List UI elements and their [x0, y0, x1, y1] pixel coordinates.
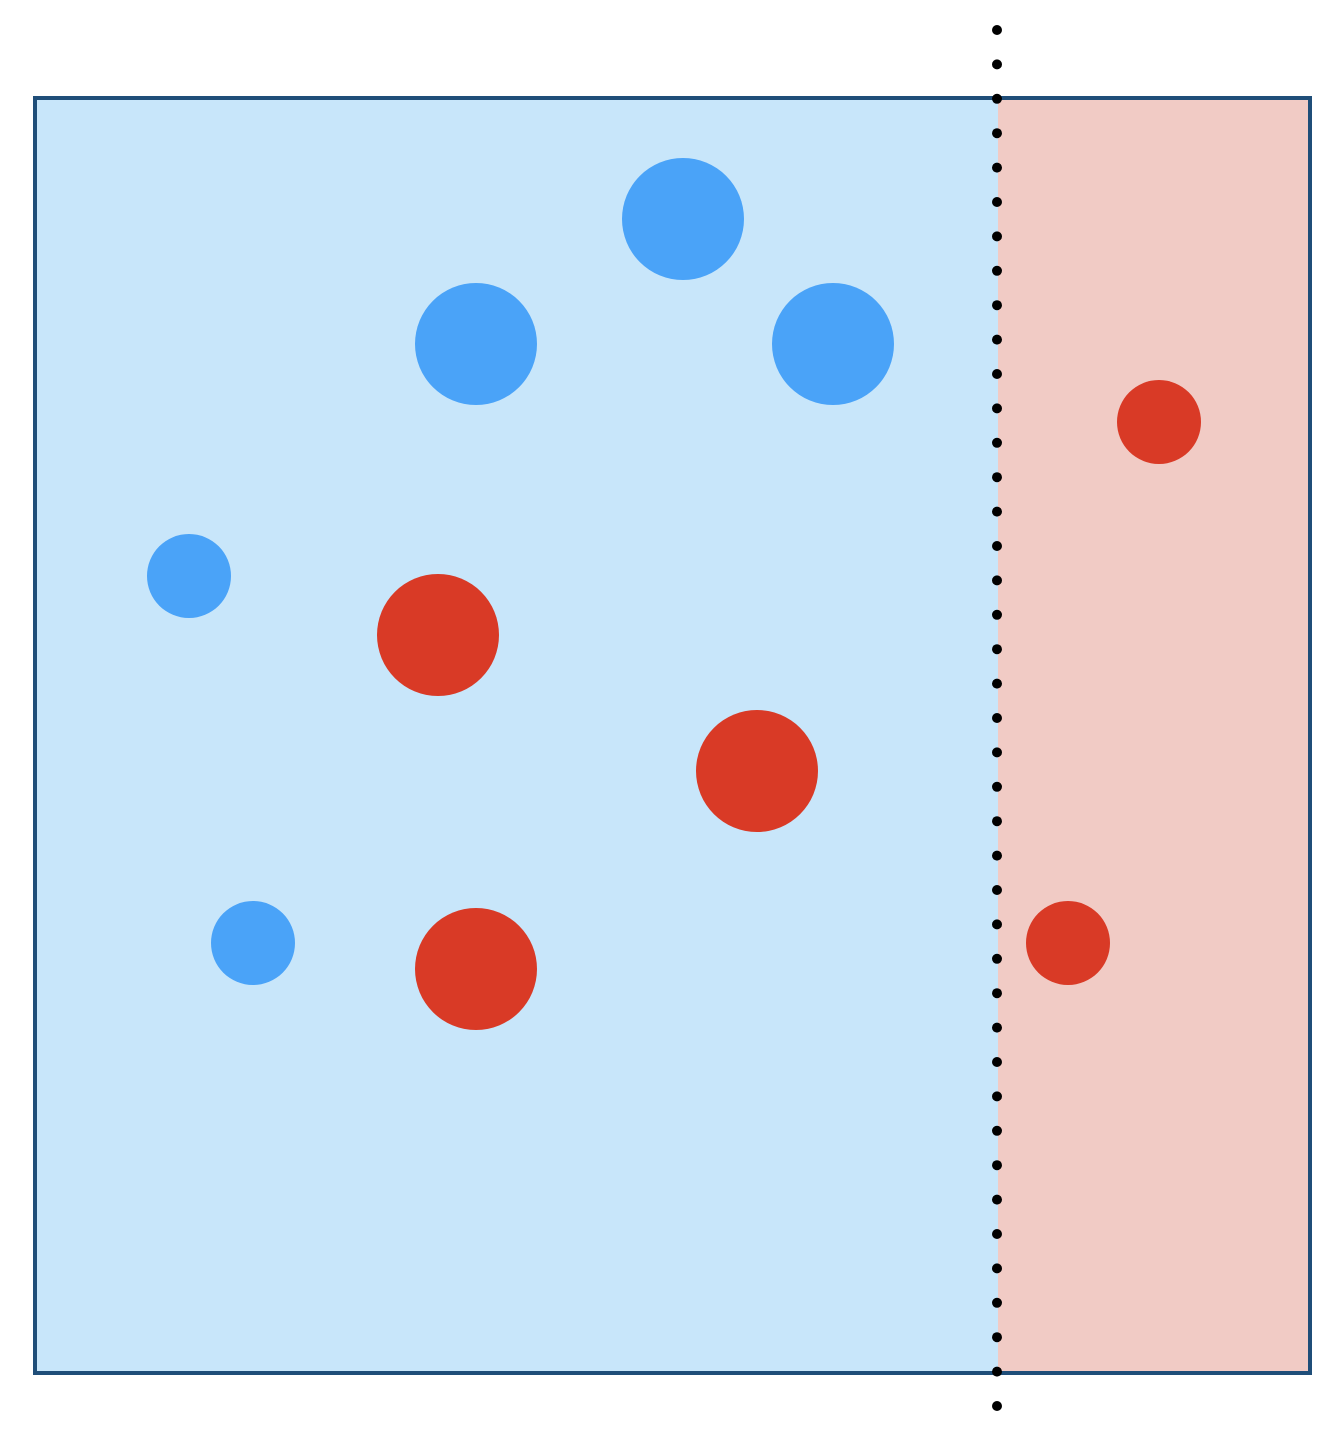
boundary-dot	[992, 59, 1002, 70]
boundary-dot	[992, 1332, 1002, 1343]
boundary-dot	[992, 1194, 1002, 1205]
boundary-dot	[992, 265, 1002, 276]
boundary-dot	[992, 1229, 1002, 1239]
blue-point-small-middle-left	[147, 534, 231, 618]
boundary-dot	[992, 334, 1002, 345]
blue-point-large-top	[622, 158, 744, 280]
red-point-small-right-lower	[1026, 901, 1110, 985]
boundary-dot	[992, 437, 1002, 448]
boundary-dot	[992, 472, 1002, 483]
boundary-dot	[992, 128, 1002, 139]
boundary-dot	[992, 1022, 1002, 1033]
boundary-dot	[992, 747, 1002, 758]
boundary-dot	[992, 1091, 1002, 1102]
boundary-dot	[992, 300, 1002, 311]
right-region	[998, 98, 1310, 1373]
boundary-dot	[992, 919, 1002, 930]
boundary-dot	[992, 1401, 1002, 1411]
boundary-dot	[992, 953, 1002, 964]
boundary-dot	[992, 506, 1002, 517]
blue-point-large-upper-right	[772, 283, 894, 405]
boundary-dot	[992, 575, 1002, 586]
boundary-dot	[992, 231, 1002, 242]
boundary-dot	[992, 885, 1002, 895]
boundary-dot	[992, 609, 1002, 620]
red-point-large-center-right	[696, 710, 818, 832]
red-point-large-center-left	[377, 574, 499, 696]
boundary-dot	[992, 816, 1002, 827]
boundary-dot	[992, 1297, 1002, 1308]
boundary-dot	[992, 713, 1002, 723]
boundary-dot	[992, 403, 1002, 414]
boundary-dot	[992, 162, 1002, 173]
boundary-dot	[992, 197, 1002, 207]
decision-boundary-line	[992, 25, 1002, 1411]
boundary-dot	[992, 1160, 1002, 1171]
boundary-dot	[992, 988, 1002, 999]
boundary-dot	[992, 678, 1002, 689]
regions-layer	[35, 98, 1310, 1373]
boundary-dot	[992, 781, 1002, 792]
points-layer	[147, 158, 1201, 1030]
boundary-dot	[992, 1366, 1002, 1377]
boundary-dot	[992, 1263, 1002, 1274]
boundary-dot	[992, 850, 1002, 861]
diagram-frame	[33, 96, 1312, 1375]
blue-point-large-upper-left	[415, 283, 537, 405]
boundary-dot	[992, 1057, 1002, 1067]
red-point-large-lower	[415, 908, 537, 1030]
boundary-dot	[992, 1125, 1002, 1136]
boundary-dot	[992, 25, 1002, 35]
boundary-dot	[992, 369, 1002, 379]
boundary-dot	[992, 93, 1002, 104]
blue-point-small-lower-left	[211, 901, 295, 985]
red-point-small-right-upper	[1117, 380, 1201, 464]
boundary-dot	[992, 644, 1002, 655]
boundary-dot	[992, 541, 1002, 551]
